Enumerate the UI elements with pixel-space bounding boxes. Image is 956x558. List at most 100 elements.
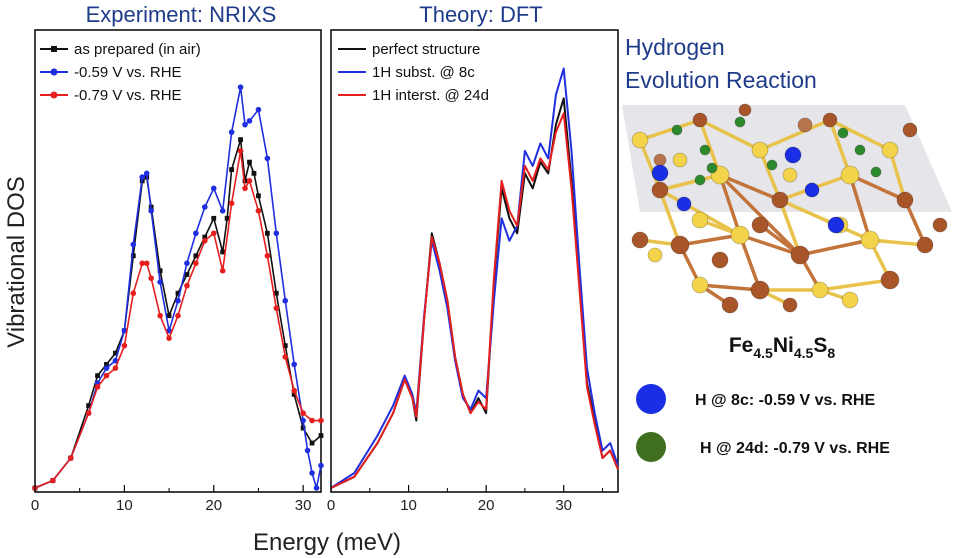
hydrogen-24d-atom: [699, 144, 711, 156]
data-point-as-prepared-in-air: [309, 440, 315, 446]
crystal-bond: [848, 173, 872, 242]
hydrogen-8c-marker: [636, 384, 666, 414]
series-line-1h-interst-24d: [330, 112, 619, 489]
hydrogen-24d-atom: [694, 174, 706, 186]
data-point-as-prepared-in-air: [273, 290, 279, 296]
x-axis-label: Energy (meV): [253, 529, 401, 556]
x-tick-label: 0: [327, 497, 335, 514]
crystal-bond: [738, 233, 762, 292]
crystal-bond: [738, 233, 802, 257]
data-point-as-prepared-in-air: [184, 272, 190, 277]
iron-atom: [631, 231, 649, 249]
legend-experiment: as prepared (in air) -0.59 V vs. RHE -0.79…: [40, 41, 201, 104]
data-point-0-59-v-vs-rhe: [130, 241, 137, 248]
data-point-0-79-v-vs-rhe: [309, 417, 315, 424]
site-label-8c: H @ 8c: -0.59 V vs. RHE: [695, 392, 875, 409]
x-tick-label: 20: [205, 497, 222, 514]
iron-atom: [822, 112, 838, 128]
data-point-as-prepared-in-air: [318, 433, 324, 438]
data-point-as-prepared-in-air: [113, 350, 118, 356]
crystal-bond: [868, 238, 927, 247]
data-point-0-59-v-vs-rhe: [219, 208, 226, 214]
crystal-bond: [888, 148, 907, 202]
legend-marker-0-59-v-vs-rhe: [50, 68, 58, 76]
data-point-0-59-v-vs-rhe: [175, 297, 181, 304]
sulfur-atom: [881, 141, 899, 159]
data-point-0-79-v-vs-rhe: [242, 185, 248, 192]
iron-atom: [670, 235, 690, 255]
data-point-0-79-v-vs-rhe: [175, 312, 181, 319]
crystal-bond: [758, 148, 782, 202]
data-point-0-59-v-vs-rhe: [112, 357, 119, 364]
plot-area-experiment: [32, 84, 324, 491]
data-point-0-79-v-vs-rhe: [103, 372, 110, 379]
legend-theory: perfect structure 1H subst. @ 8c 1H inters…: [338, 41, 489, 104]
data-point-0-79-v-vs-rhe: [94, 384, 101, 390]
panel-title-theory: Theory: DFT: [419, 2, 542, 27]
plot-area-theory: [330, 67, 619, 489]
hydrogen-24d-atom: [766, 159, 778, 171]
crystal-bond: [778, 198, 802, 257]
data-point-0-79-v-vs-rhe: [85, 410, 92, 416]
data-point-0-79-v-vs-rhe: [210, 230, 217, 237]
data-point-0-59-v-vs-rhe: [103, 365, 110, 371]
data-point-0-79-v-vs-rhe: [139, 260, 146, 267]
iron-atom: [771, 191, 789, 209]
legend-label-1h-subst-8c: 1H subst. @ 8c: [372, 64, 475, 81]
side-title-line1: Hydrogen: [625, 34, 725, 60]
data-point-0-59-v-vs-rhe: [318, 462, 324, 469]
data-point-0-79-v-vs-rhe: [184, 282, 190, 289]
y-axis-label: Vibrational DOS: [3, 176, 30, 348]
data-point-0-59-v-vs-rhe: [184, 260, 190, 267]
sulfur-atom: [691, 211, 709, 229]
data-point-0-59-v-vs-rhe: [304, 447, 311, 454]
iron-atom: [782, 297, 798, 313]
data-point-0-79-v-vs-rhe: [264, 252, 271, 259]
sulfur-atom: [840, 165, 860, 185]
hydrogen-8c-atom: [804, 182, 820, 198]
data-point-0-79-v-vs-rhe: [193, 260, 199, 267]
data-point-as-prepared-in-air: [242, 178, 248, 184]
hydrogen-24d-atom: [734, 116, 746, 128]
data-point-0-59-v-vs-rhe: [157, 279, 163, 285]
hydrogen-24d-atom: [671, 124, 683, 136]
iron-atom: [738, 103, 752, 117]
data-point-as-prepared-in-air: [166, 313, 172, 319]
plot-frame-theory: [330, 29, 619, 493]
crystal-bond: [818, 278, 892, 292]
data-point-0-59-v-vs-rhe: [139, 174, 146, 180]
series-line-as-prepared-in-air: [34, 138, 322, 489]
crystal-structure-illustration: [622, 103, 952, 314]
crystal-bond: [758, 118, 832, 152]
hydrogen-24d-atom: [870, 166, 882, 178]
data-point-as-prepared-in-air: [175, 290, 181, 296]
data-point-0-59-v-vs-rhe: [291, 361, 297, 368]
data-point-as-prepared-in-air: [251, 170, 257, 176]
sulfur-atom: [860, 230, 880, 250]
data-point-as-prepared-in-air: [256, 193, 261, 199]
side-title-line2: Evolution Reaction: [625, 67, 817, 93]
iron-atom: [902, 122, 918, 138]
data-point-as-prepared-in-air: [247, 159, 252, 165]
hydrogen-8c-atom: [651, 164, 669, 182]
site-label-24d: H @ 24d: -0.79 V vs. RHE: [700, 440, 890, 457]
crystal-bond: [903, 198, 927, 247]
hydrogen-24d-atom: [837, 127, 849, 139]
sulfur-atom: [631, 131, 649, 149]
data-point-0-79-v-vs-rhe: [112, 365, 119, 371]
sulfur-atom: [691, 276, 709, 294]
iron-atom: [692, 112, 708, 128]
hydrogen-8c-atom: [784, 146, 802, 164]
data-point-0-59-v-vs-rhe: [143, 170, 150, 177]
data-point-as-prepared-in-air: [264, 230, 270, 236]
hydrogen-24d-marker: [636, 432, 666, 462]
data-point-0-79-v-vs-rhe: [67, 455, 74, 461]
crystal-bond: [698, 118, 762, 152]
data-point-as-prepared-in-air: [157, 268, 163, 274]
data-point-as-prepared-in-air: [211, 215, 217, 221]
plot-frame-experiment: [34, 29, 322, 493]
sulfur-atom: [672, 152, 688, 168]
legend-label-0-59-v-vs-rhe: -0.59 V vs. RHE: [74, 64, 182, 81]
x-ticks-experiment: 0 10 20 30: [31, 485, 311, 514]
